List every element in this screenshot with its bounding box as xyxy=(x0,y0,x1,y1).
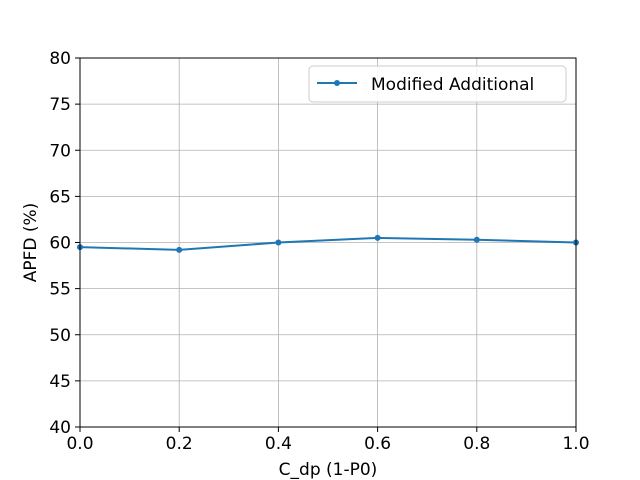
y-tick-label: 55 xyxy=(49,280,71,300)
x-tick-label: 1.0 xyxy=(562,434,589,454)
series-layer xyxy=(77,234,579,253)
y-tick-label: 50 xyxy=(49,326,71,346)
x-tick-label: 0.2 xyxy=(166,434,193,454)
data-point xyxy=(176,246,183,253)
data-point xyxy=(374,234,381,241)
x-tick-label: 0.8 xyxy=(463,434,490,454)
series-line xyxy=(79,236,577,251)
y-tick-label: 45 xyxy=(49,372,71,392)
x-tick-label: 0.6 xyxy=(364,434,391,454)
legend-box xyxy=(308,65,567,103)
grid xyxy=(79,57,577,428)
tick-layer: 0.0 0.2 0.4 0.6 0.8 1.0 40 45 50 55 60 65 70 75 80 xyxy=(49,49,589,454)
y-tick-label: 75 xyxy=(49,95,71,115)
x-tick-label: 0.4 xyxy=(265,434,292,454)
legend-entry-label: Modified Additional xyxy=(371,75,534,95)
legend-marker-swatch xyxy=(334,80,340,86)
x-tick-label: 0.0 xyxy=(66,434,93,454)
y-tick-label: 40 xyxy=(49,418,71,438)
legend: Modified Additional xyxy=(308,65,567,103)
y-tick-label: 60 xyxy=(49,234,71,254)
y-tick-label: 65 xyxy=(49,187,71,207)
data-point xyxy=(473,236,480,243)
x-axis-label: C_dp (1-P0) xyxy=(279,460,378,480)
y-tick-label: 70 xyxy=(49,141,71,161)
y-tick-label: 80 xyxy=(49,49,71,69)
y-axis-label: APFD (%) xyxy=(21,203,41,283)
data-point xyxy=(275,239,282,246)
